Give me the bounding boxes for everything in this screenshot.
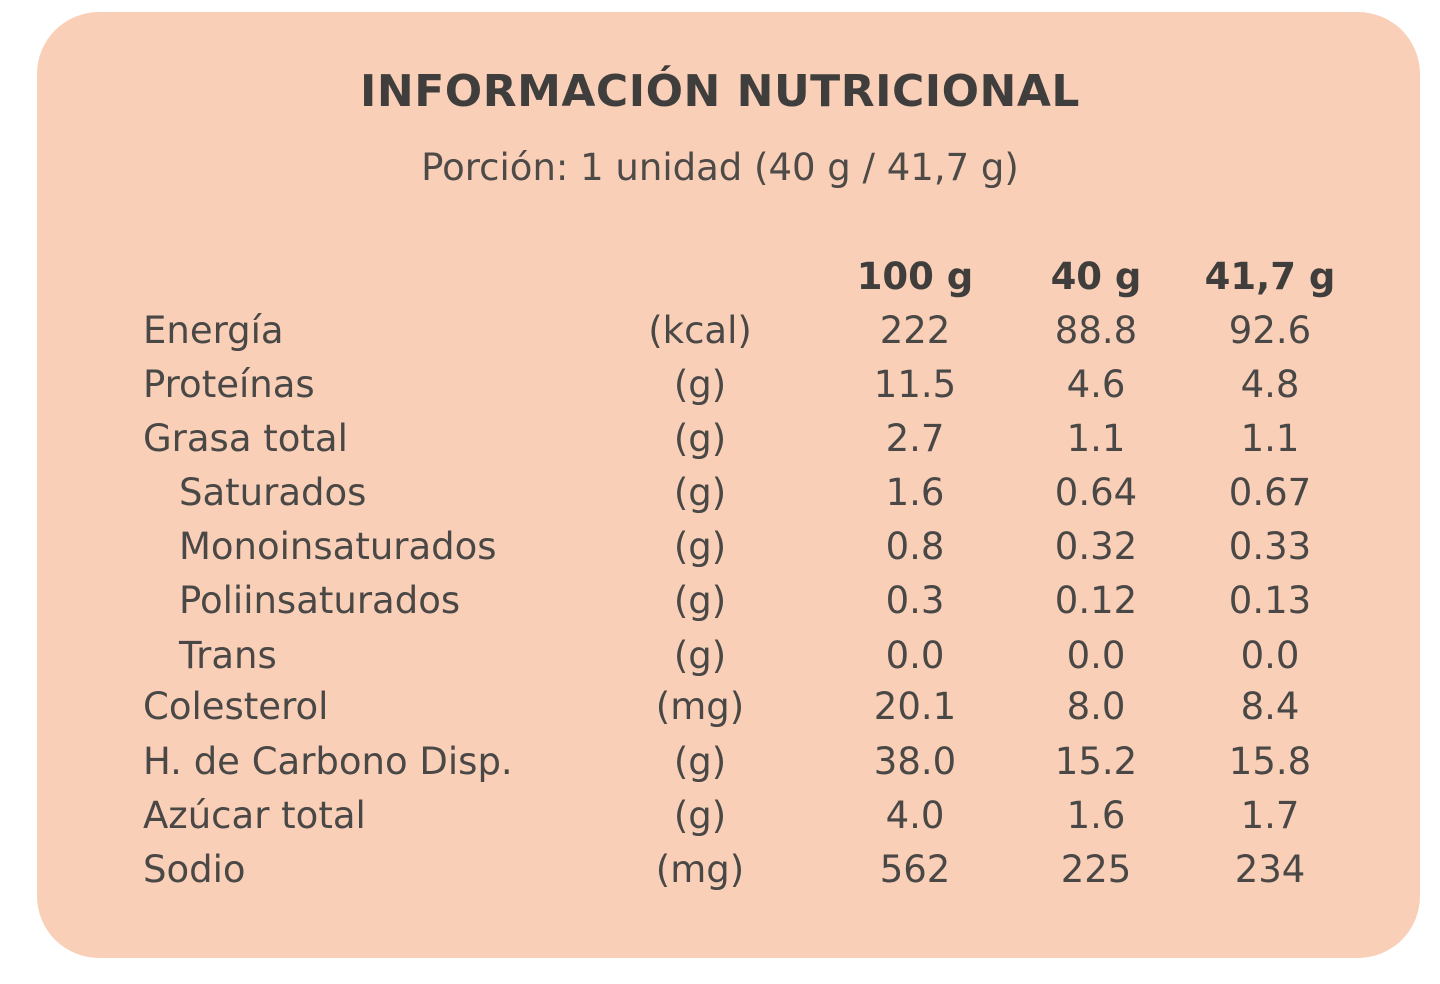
- value-100g: 2.7: [885, 417, 945, 460]
- table-row: Grasa total (g) 2.7 1.1 1.1: [0, 412, 1440, 466]
- value-40g: 8.0: [1066, 685, 1126, 728]
- value-41-7g: 92.6: [1228, 309, 1312, 352]
- value-41-7g: 234: [1234, 848, 1306, 891]
- value-40g: 15.2: [1054, 740, 1138, 783]
- value-40g: 0.64: [1054, 471, 1138, 514]
- value-41-7g: 1.1: [1240, 417, 1300, 460]
- table-row: Energía (kcal) 222 88.8 92.6: [0, 304, 1440, 358]
- column-header-100g: 100 g: [856, 255, 974, 298]
- value-40g: 0.0: [1066, 634, 1126, 677]
- table-row: Azúcar total (g) 4.0 1.6 1.7: [0, 789, 1440, 843]
- nutrient-unit: (mg): [655, 685, 745, 728]
- value-40g: 0.32: [1054, 525, 1138, 568]
- nutrient-label: Sodio: [143, 848, 246, 891]
- nutrient-label: Monoinsaturados: [179, 525, 497, 568]
- column-header-41-7g: 41,7 g: [1204, 255, 1336, 298]
- value-41-7g: 1.7: [1240, 794, 1300, 837]
- value-100g: 0.3: [885, 579, 945, 622]
- nutrient-unit: (mg): [655, 848, 745, 891]
- table-row: Monoinsaturados (g) 0.8 0.32 0.33: [0, 520, 1440, 574]
- nutrient-label: Colesterol: [143, 685, 329, 728]
- value-100g: 1.6: [885, 471, 945, 514]
- nutrient-unit: (g): [673, 363, 727, 406]
- value-40g: 1.1: [1066, 417, 1126, 460]
- value-40g: 4.6: [1066, 363, 1126, 406]
- value-41-7g: 0.67: [1228, 471, 1312, 514]
- table-header: 100 g 40 g 41,7 g: [0, 250, 1440, 304]
- value-100g: 38.0: [873, 740, 957, 783]
- nutrient-label: Saturados: [179, 471, 367, 514]
- value-40g: 0.12: [1054, 579, 1138, 622]
- table-row: Proteínas (g) 11.5 4.6 4.8: [0, 358, 1440, 412]
- nutrition-facts-panel: [37, 12, 1420, 958]
- nutrient-label: Energía: [143, 309, 284, 352]
- table-row: Saturados (g) 1.6 0.64 0.67: [0, 466, 1440, 520]
- table-row: Sodio (mg) 562 225 234: [0, 843, 1440, 897]
- value-100g: 0.8: [885, 525, 945, 568]
- value-100g: 0.0: [885, 634, 945, 677]
- nutrient-unit: (g): [673, 579, 727, 622]
- nutrient-unit: (kcal): [648, 309, 752, 352]
- nutrient-unit: (g): [673, 634, 727, 677]
- nutrient-unit: (g): [673, 794, 727, 837]
- panel-title: INFORMACIÓN NUTRICIONAL: [360, 66, 1080, 117]
- nutrient-label: Azúcar total: [143, 794, 366, 837]
- nutrient-unit: (g): [673, 471, 727, 514]
- nutrient-label: Grasa total: [143, 417, 348, 460]
- value-41-7g: 0.0: [1240, 634, 1300, 677]
- value-40g: 225: [1060, 848, 1132, 891]
- nutrient-unit: (g): [673, 740, 727, 783]
- value-100g: 562: [879, 848, 951, 891]
- nutrient-label: Trans: [179, 634, 277, 677]
- value-41-7g: 4.8: [1240, 363, 1300, 406]
- serving-size: Porción: 1 unidad (40 g / 41,7 g): [421, 146, 1019, 189]
- value-100g: 222: [879, 309, 951, 352]
- value-41-7g: 0.33: [1228, 525, 1312, 568]
- nutrient-label: Proteínas: [143, 363, 315, 406]
- value-40g: 88.8: [1054, 309, 1138, 352]
- value-100g: 11.5: [873, 363, 957, 406]
- value-100g: 20.1: [873, 685, 957, 728]
- nutrient-unit: (g): [673, 417, 727, 460]
- value-41-7g: 0.13: [1228, 579, 1312, 622]
- table-row: Trans (g) 0.0 0.0 0.0: [0, 629, 1440, 683]
- table-row: Poliinsaturados (g) 0.3 0.12 0.13: [0, 574, 1440, 628]
- value-40g: 1.6: [1066, 794, 1126, 837]
- column-header-40g: 40 g: [1050, 255, 1142, 298]
- nutrient-unit: (g): [673, 525, 727, 568]
- table-row: H. de Carbono Disp. (g) 38.0 15.2 15.8: [0, 735, 1440, 789]
- value-41-7g: 15.8: [1228, 740, 1312, 783]
- table-row: Colesterol (mg) 20.1 8.0 8.4: [0, 680, 1440, 734]
- nutrient-label: Poliinsaturados: [179, 579, 461, 622]
- nutrient-label: H. de Carbono Disp.: [143, 740, 513, 783]
- value-100g: 4.0: [885, 794, 945, 837]
- value-41-7g: 8.4: [1240, 685, 1300, 728]
